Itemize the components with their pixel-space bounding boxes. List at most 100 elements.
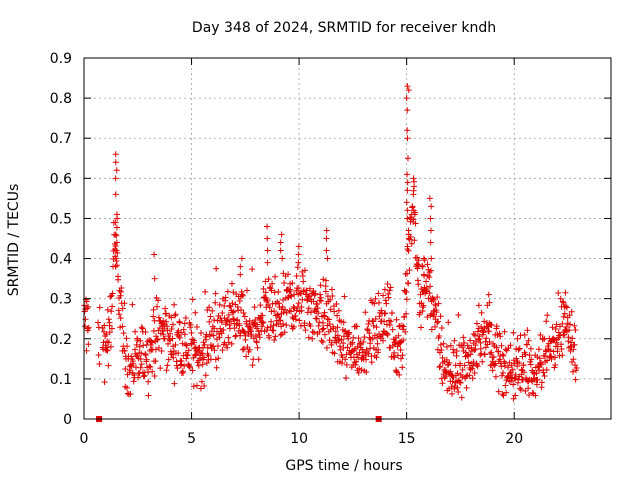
data-point [249,362,256,369]
data-point [190,383,197,390]
data-point [301,320,308,327]
data-point [115,276,122,283]
data-point [140,342,147,349]
data-point [495,388,502,395]
data-point [331,308,338,315]
data-point [202,288,209,295]
data-point [526,352,533,359]
data-point [572,327,579,334]
data-point [568,308,575,315]
data-point [404,135,411,142]
data-point [260,285,267,292]
data-point [478,350,485,357]
data-point [403,310,410,317]
data-point [488,349,495,356]
data-point [381,286,388,293]
data-point [295,300,302,307]
data-point [160,317,167,324]
data-point [123,335,130,342]
data-point [410,191,417,198]
data-point [404,171,411,178]
data-point [172,311,179,318]
data-point [361,334,368,341]
data-point [559,298,566,305]
data-point [262,289,269,296]
data-point [529,389,536,396]
data-point [150,306,157,313]
data-point [406,236,413,243]
data-point [130,360,137,367]
data-point [355,335,362,342]
data-point [534,376,541,383]
data-point [209,307,216,314]
data-point [516,345,523,352]
data-point [146,363,153,370]
data-point [553,321,560,328]
data-point [238,307,245,314]
data-point [127,367,134,374]
data-point [340,345,347,352]
data-point [512,392,519,399]
data-point [323,247,330,254]
data-point [295,251,302,258]
data-point [568,358,575,365]
data-point [481,318,488,325]
data-point [426,290,433,297]
data-point [136,370,143,377]
data-point [460,334,467,341]
data-point [443,356,450,363]
data-point [164,327,171,334]
data-point [569,335,576,342]
data-point [527,345,534,352]
data-point [132,328,139,335]
data-point [268,318,275,325]
data-point [502,346,509,353]
data-point [238,255,245,262]
data-point [537,360,544,367]
data-point [492,360,499,367]
data-point [302,327,309,334]
data-point [227,303,234,310]
data-point [301,267,308,274]
x-tick-label: 20 [505,431,523,447]
data-point [380,337,387,344]
data-point [183,355,190,362]
data-point [475,336,482,343]
data-point [429,311,436,318]
data-point [469,375,476,382]
data-point [341,293,348,300]
data-point [552,354,559,361]
data-point [481,351,488,358]
data-point [512,371,519,378]
data-points [81,83,580,422]
data-point [290,323,297,330]
data-point [210,332,217,339]
data-point [251,319,258,326]
y-axis-label: SRMTID / TECUs [6,184,22,297]
data-point [272,273,279,280]
data-point [548,356,555,363]
data-point [108,325,115,332]
data-point [264,259,271,266]
data-point [165,356,172,363]
data-point [119,323,126,330]
data-point [513,355,520,362]
data-point [332,328,339,335]
data-point [424,313,431,320]
data-point [558,345,565,352]
data-point [168,314,175,321]
data-point [480,329,487,336]
data-point [340,319,347,326]
data-point [371,300,378,307]
data-point [507,370,514,377]
data-point [450,349,457,356]
data-point [320,276,327,283]
data-point [216,334,223,341]
data-point [316,328,323,335]
data-point [467,337,474,344]
data-point [167,330,174,337]
data-point [317,291,324,298]
data-point [145,369,152,376]
data-point [404,215,411,222]
data-point [191,339,198,346]
